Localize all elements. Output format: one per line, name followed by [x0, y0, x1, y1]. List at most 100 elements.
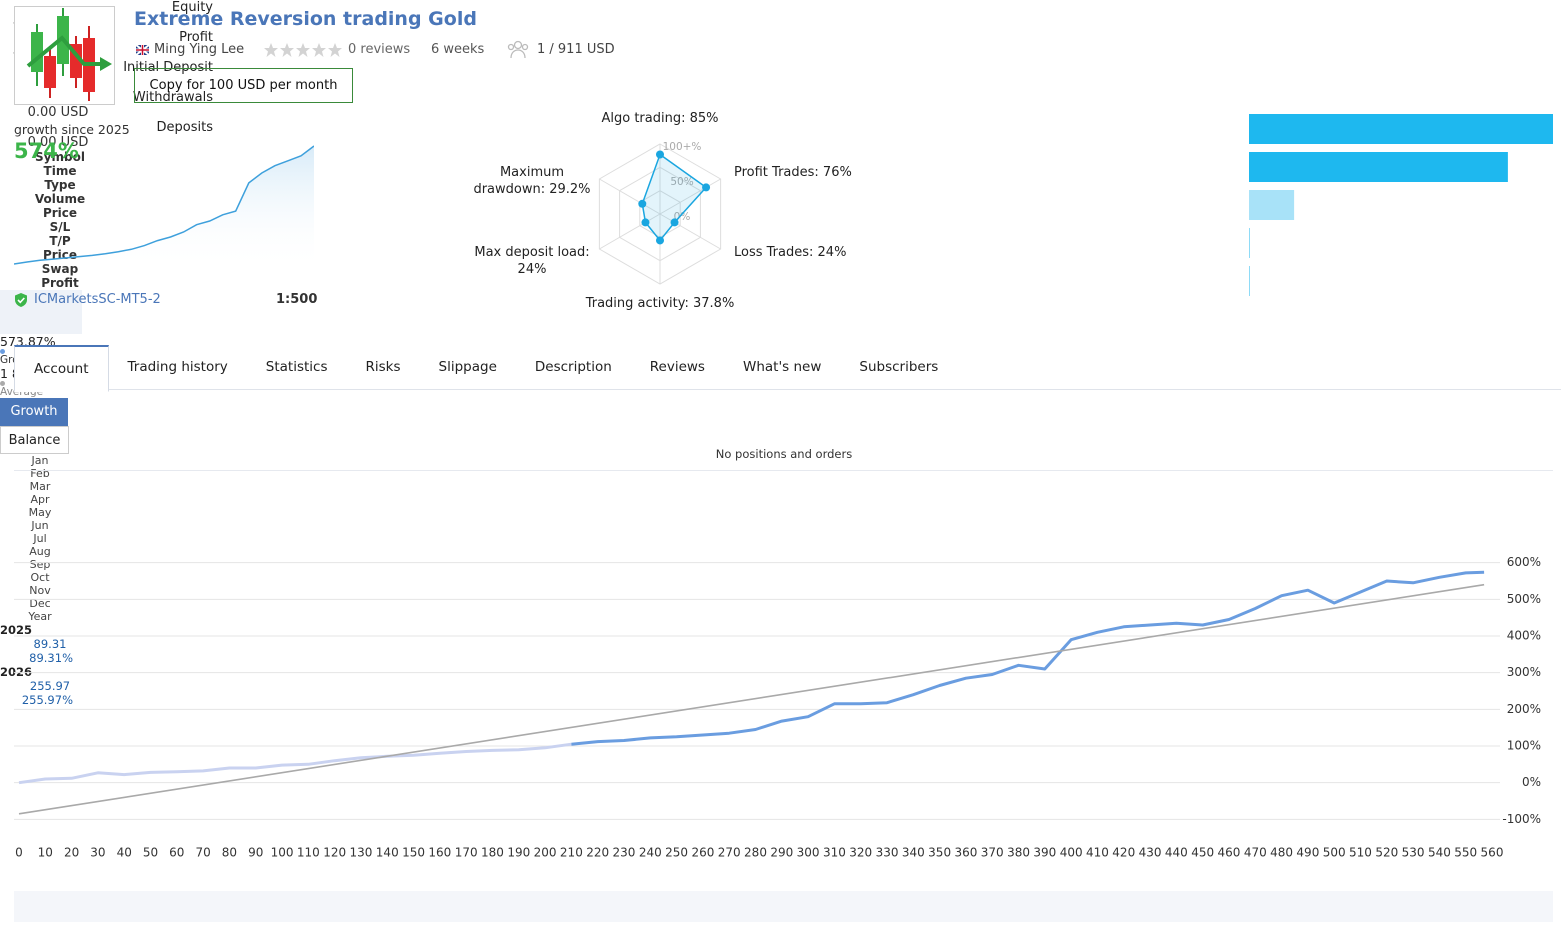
radar-spoke: [599, 178, 661, 215]
radar-point: [638, 199, 647, 208]
x-tick-label: 470: [1244, 846, 1267, 860]
x-tick-label: 360: [954, 846, 977, 860]
year-label: 2025: [0, 623, 33, 637]
growth-label: growth since 2025: [14, 122, 130, 137]
column-header: S/L: [49, 220, 71, 234]
x-tick-label: 160: [428, 846, 451, 860]
x-tick-label: 210: [560, 846, 583, 860]
tab[interactable]: Description: [534, 359, 612, 375]
radar-point: [656, 150, 664, 159]
tab[interactable]: Risks: [365, 359, 401, 375]
x-tick-label: 40: [117, 846, 132, 860]
x-tick-label: 500: [1323, 846, 1346, 860]
tabs: Account Trading history Statistics Risks Sli…: [14, 345, 957, 392]
growth-chart: -100% 0% 100% 200% 300% 400% 500% 600% 0 10 20 30 40…: [14, 555, 1541, 860]
x-tick-label: 50: [143, 846, 158, 860]
radar-area: [641, 153, 708, 242]
bar: [1249, 266, 1250, 296]
chart-button[interactable]: Balance: [0, 426, 69, 454]
column-header: Price: [42, 206, 78, 220]
x-tick-label: 70: [195, 846, 210, 860]
x-tick-label: 150: [402, 846, 425, 860]
x-tick-label: 80: [222, 846, 237, 860]
y-tick-label: -100%: [1502, 812, 1541, 826]
radar-label: Algo trading: 85%: [601, 111, 719, 126]
radar-label: Loss Trades: 24%: [734, 245, 847, 260]
subscribers: 1 / 911 USD: [537, 42, 615, 57]
x-tick-label: 10: [38, 846, 53, 860]
radar-label: Maximum drawdown: 29.2%: [473, 165, 591, 197]
y-tick-label: 400%: [1507, 629, 1541, 643]
column-header: Volume: [34, 192, 86, 206]
x-tick-label: 190: [507, 846, 530, 860]
rating-stars: [264, 43, 342, 57]
month-header: Sep: [29, 558, 51, 571]
tabs-divider: [14, 389, 1561, 390]
x-tick-label: 250: [665, 846, 688, 860]
bar: [1249, 152, 1508, 182]
radar-spoke: [659, 178, 721, 215]
month-header: Jun: [31, 519, 49, 532]
x-tick-label: 60: [169, 846, 184, 860]
verified-icon: [15, 293, 27, 307]
x-tick-label: 380: [1007, 846, 1030, 860]
radar-tick-label: 0%: [674, 211, 691, 223]
year-cell: 255.97: [29, 679, 71, 693]
chart-button[interactable]: Growth: [0, 398, 68, 426]
logo: [14, 6, 115, 105]
tab[interactable]: Subscribers: [859, 359, 939, 375]
subscribers-icon: [507, 40, 529, 59]
bar-label: Equity: [171, 0, 213, 15]
bar-label: Profit: [179, 30, 213, 45]
month-header: Jul: [33, 532, 47, 545]
month-header: Oct: [30, 571, 50, 584]
x-tick-label: 370: [981, 846, 1004, 860]
x-tick-label: 290: [770, 846, 793, 860]
x-tick-label: 400: [1060, 846, 1083, 860]
column-header: Type: [44, 178, 76, 192]
month-header: May: [28, 506, 52, 519]
x-tick-label: 330: [876, 846, 899, 860]
x-tick-label: 480: [1270, 846, 1293, 860]
x-tick-label: 0: [15, 846, 23, 860]
reviews[interactable]: 0 reviews: [348, 42, 411, 57]
tab[interactable]: Slippage: [438, 359, 497, 375]
year-label: 2026: [0, 665, 33, 679]
month-header: Mar: [29, 480, 51, 493]
tab[interactable]: What's new: [742, 359, 822, 375]
x-tick-label: 110: [297, 846, 320, 860]
radar-label: Max deposit load: 24%: [474, 245, 590, 277]
year-cell: 89.31%: [29, 651, 73, 665]
x-tick-label: 560: [1481, 846, 1504, 860]
x-tick-label: 490: [1296, 846, 1319, 860]
x-tick-label: 30: [90, 846, 105, 860]
column-header: Profit: [41, 276, 79, 290]
x-tick-label: 540: [1428, 846, 1451, 860]
x-tick-label: 230: [613, 846, 636, 860]
bar: [1249, 114, 1553, 144]
x-tick-label: 440: [1165, 846, 1188, 860]
x-tick-label: 200: [534, 846, 557, 860]
x-tick-label: 420: [1112, 846, 1135, 860]
column-header: Time: [43, 164, 77, 178]
author[interactable]: Ming Ying Lee: [154, 42, 245, 57]
sparkline-line: [14, 145, 314, 265]
year-cell: 89.31: [33, 637, 67, 651]
age: 6 weeks: [431, 42, 485, 57]
tab[interactable]: Trading history: [127, 359, 228, 375]
y-tick-label: 500%: [1507, 592, 1541, 606]
tab[interactable]: Reviews: [649, 359, 705, 375]
broker[interactable]: ICMarketsSC-MT5-2: [34, 292, 161, 307]
x-tick-label: 120: [323, 846, 346, 860]
tab[interactable]: Statistics: [265, 359, 328, 375]
copy-button[interactable]: Copy for 100 USD per month: [134, 68, 353, 103]
bar: [1249, 228, 1250, 258]
x-tick-label: 240: [639, 846, 662, 860]
x-tick-label: 220: [586, 846, 609, 860]
y-tick-label: 0%: [1522, 775, 1541, 789]
tab[interactable]: Account: [14, 345, 109, 392]
stat-dot: [0, 349, 5, 354]
flag-icon: [136, 45, 149, 55]
month-header: Nov: [29, 584, 51, 597]
